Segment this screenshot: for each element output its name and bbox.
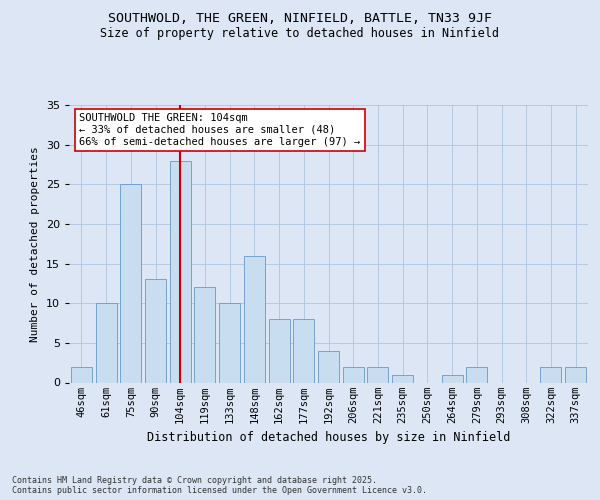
Text: SOUTHWOLD THE GREEN: 104sqm
← 33% of detached houses are smaller (48)
66% of sem: SOUTHWOLD THE GREEN: 104sqm ← 33% of det… bbox=[79, 114, 361, 146]
Bar bbox=[71, 366, 92, 382]
Bar bbox=[95, 303, 116, 382]
Bar bbox=[442, 374, 463, 382]
Y-axis label: Number of detached properties: Number of detached properties bbox=[30, 146, 40, 342]
Bar bbox=[120, 184, 141, 382]
Bar bbox=[343, 366, 364, 382]
Bar bbox=[392, 374, 413, 382]
Bar bbox=[269, 319, 290, 382]
Bar bbox=[244, 256, 265, 382]
Bar bbox=[293, 319, 314, 382]
Bar bbox=[194, 288, 215, 382]
Bar bbox=[367, 366, 388, 382]
Bar bbox=[565, 366, 586, 382]
Text: SOUTHWOLD, THE GREEN, NINFIELD, BATTLE, TN33 9JF: SOUTHWOLD, THE GREEN, NINFIELD, BATTLE, … bbox=[108, 12, 492, 26]
X-axis label: Distribution of detached houses by size in Ninfield: Distribution of detached houses by size … bbox=[147, 431, 510, 444]
Bar bbox=[318, 351, 339, 382]
Text: Contains HM Land Registry data © Crown copyright and database right 2025.
Contai: Contains HM Land Registry data © Crown c… bbox=[12, 476, 427, 495]
Bar bbox=[541, 366, 562, 382]
Bar bbox=[219, 303, 240, 382]
Text: Size of property relative to detached houses in Ninfield: Size of property relative to detached ho… bbox=[101, 26, 499, 40]
Bar bbox=[170, 160, 191, 382]
Bar bbox=[145, 280, 166, 382]
Bar bbox=[466, 366, 487, 382]
